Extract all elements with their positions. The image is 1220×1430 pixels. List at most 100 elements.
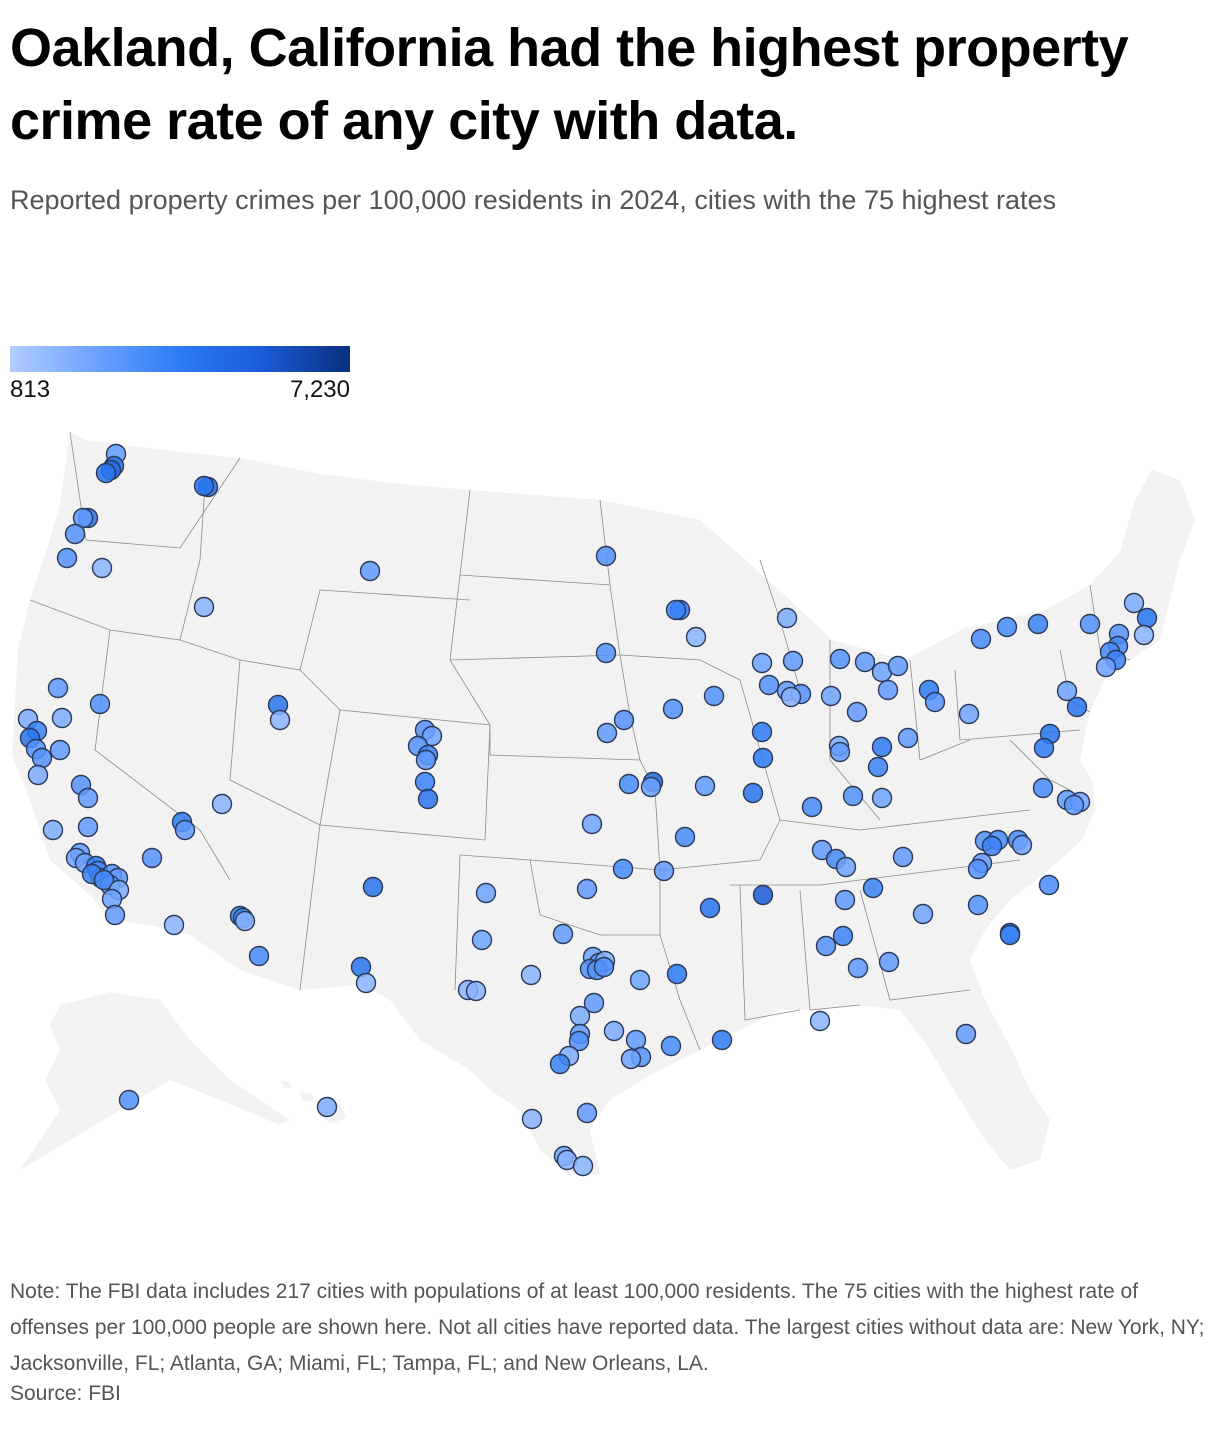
city-marker[interactable] [1079,613,1101,635]
city-marker[interactable] [47,677,69,699]
city-marker[interactable] [703,685,725,707]
city-marker[interactable] [583,992,605,1014]
city-marker[interactable] [871,787,893,809]
city-marker[interactable] [752,884,774,906]
city-marker[interactable] [674,826,696,848]
city-marker[interactable] [694,775,716,797]
city-marker[interactable] [751,652,773,674]
city-marker[interactable] [77,816,99,838]
city-marker[interactable] [996,616,1018,638]
city-marker[interactable] [174,819,196,841]
city-marker[interactable] [981,835,1003,857]
city-marker[interactable] [1123,592,1145,614]
city-marker[interactable] [660,1035,682,1057]
city-marker[interactable] [892,846,914,868]
city-marker[interactable] [878,951,900,973]
city-marker[interactable] [1033,737,1055,759]
city-marker[interactable] [640,776,662,798]
city-marker[interactable] [552,923,574,945]
city-marker[interactable] [77,787,99,809]
city-marker[interactable] [421,725,443,747]
city-marker[interactable] [27,764,49,786]
city-marker[interactable] [596,722,618,744]
city-marker[interactable] [316,1096,338,1118]
city-marker[interactable] [758,674,780,696]
city-marker[interactable] [871,736,893,758]
city-marker[interactable] [924,691,946,713]
city-marker[interactable] [625,1029,647,1051]
city-marker[interactable] [211,793,233,815]
city-marker[interactable] [685,626,707,648]
city-marker[interactable] [780,686,802,708]
city-marker[interactable] [835,856,857,878]
city-marker[interactable] [742,782,764,804]
city-marker[interactable] [897,727,919,749]
city-marker[interactable] [620,1048,642,1070]
city-marker[interactable] [141,847,163,869]
city-marker[interactable] [521,1108,543,1130]
city-marker[interactable] [415,749,437,771]
city-marker[interactable] [471,929,493,951]
city-marker[interactable] [595,642,617,664]
city-marker[interactable] [887,655,909,677]
city-marker[interactable] [967,858,989,880]
city-marker[interactable] [1032,777,1054,799]
city-marker[interactable] [629,969,651,991]
city-marker[interactable] [970,628,992,650]
city-marker[interactable] [1095,656,1117,678]
city-marker[interactable] [362,876,384,898]
city-marker[interactable] [1133,624,1155,646]
city-marker[interactable] [846,701,868,723]
city-marker[interactable] [31,747,53,769]
city-marker[interactable] [520,964,542,986]
city-marker[interactable] [417,788,439,810]
city-marker[interactable] [877,679,899,701]
city-marker[interactable] [665,599,687,621]
city-marker[interactable] [955,1023,977,1045]
city-marker[interactable] [829,741,851,763]
city-marker[interactable] [662,698,684,720]
city-marker[interactable] [912,903,934,925]
city-marker[interactable] [49,739,71,761]
city-marker[interactable] [653,860,675,882]
city-marker[interactable] [549,1053,571,1075]
city-marker[interactable] [603,1020,625,1042]
city-marker[interactable] [782,650,804,672]
city-marker[interactable] [475,882,497,904]
city-marker[interactable] [815,935,837,957]
city-marker[interactable] [834,889,856,911]
city-marker[interactable] [967,894,989,916]
city-marker[interactable] [1056,680,1078,702]
city-marker[interactable] [593,956,615,978]
city-marker[interactable] [93,869,115,891]
city-marker[interactable] [752,747,774,769]
city-marker[interactable] [776,607,798,629]
city-marker[interactable] [612,858,634,880]
city-marker[interactable] [91,557,113,579]
city-marker[interactable] [414,771,436,793]
city-marker[interactable] [862,877,884,899]
city-marker[interactable] [572,1155,594,1177]
city-marker[interactable] [163,914,185,936]
city-marker[interactable] [64,523,86,545]
city-marker[interactable] [801,796,823,818]
city-marker[interactable] [568,1030,590,1052]
city-marker[interactable] [42,819,64,841]
city-marker[interactable] [809,1010,831,1032]
city-marker[interactable] [1027,613,1049,635]
city-marker[interactable] [842,785,864,807]
city-marker[interactable] [118,1089,140,1111]
city-marker[interactable] [867,756,889,778]
city-marker[interactable] [465,980,487,1002]
city-marker[interactable] [829,648,851,670]
city-marker[interactable] [104,904,126,926]
city-marker[interactable] [666,963,688,985]
city-marker[interactable] [51,707,73,729]
city-marker[interactable] [576,1102,598,1124]
city-marker[interactable] [56,547,78,569]
city-marker[interactable] [958,703,980,725]
city-marker[interactable] [234,910,256,932]
city-marker[interactable] [820,685,842,707]
city-marker[interactable] [89,693,111,715]
city-marker[interactable] [595,545,617,567]
